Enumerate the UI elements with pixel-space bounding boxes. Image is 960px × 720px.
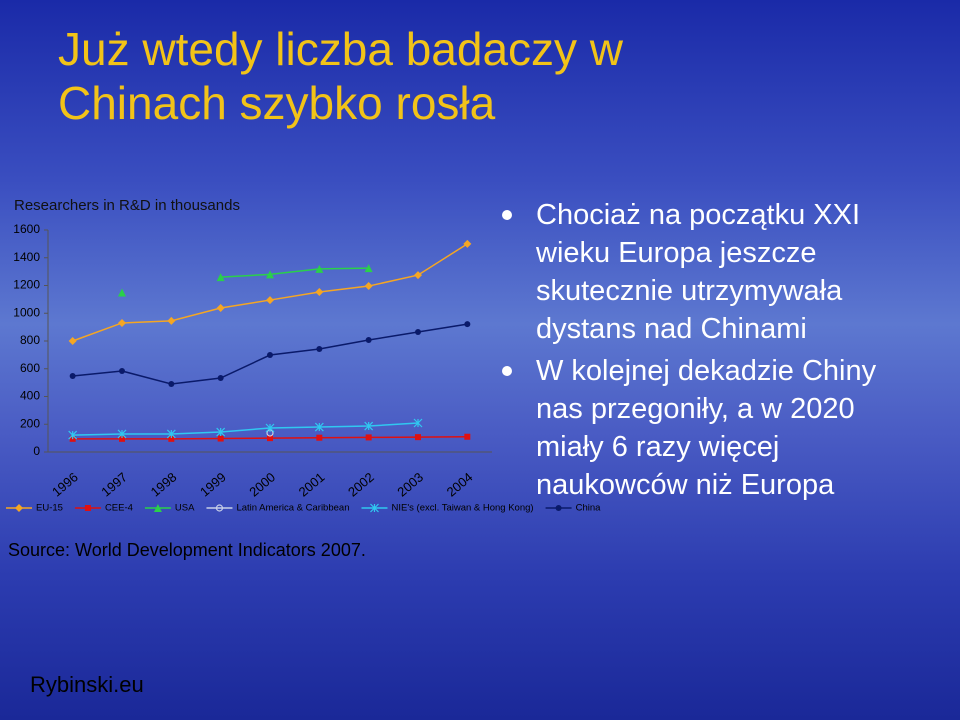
source-note: Source: World Development Indicators 200…: [8, 540, 366, 560]
legend-label: China: [576, 503, 602, 514]
marker: [15, 504, 23, 512]
marker: [413, 418, 423, 428]
footer: Rybinski.eu: [30, 672, 144, 697]
marker: [364, 421, 374, 431]
x-tick-label: 1996: [49, 469, 81, 499]
legend-label: USA: [175, 503, 195, 514]
x-tick-label: 2001: [296, 469, 328, 499]
marker: [266, 296, 274, 305]
y-tick-label: 1200: [13, 278, 40, 292]
marker: [119, 435, 125, 442]
marker: [314, 422, 324, 432]
x-tick-label: 2004: [444, 469, 476, 499]
marker: [415, 328, 421, 335]
marker: [316, 434, 323, 441]
y-tick-label: 1600: [13, 222, 40, 236]
marker: [216, 303, 225, 312]
marker: [167, 316, 176, 325]
marker: [365, 434, 372, 441]
y-tick-label: 800: [20, 333, 40, 347]
marker: [267, 435, 273, 442]
marker: [415, 434, 421, 441]
marker: [166, 429, 176, 439]
series-line: [220, 267, 369, 278]
x-tick-label: 1999: [197, 469, 229, 499]
legend-label: EU-15: [36, 503, 63, 514]
marker: [117, 429, 127, 439]
legend-label: NIE's (excl. Taiwan & Hong Kong): [391, 503, 533, 514]
marker: [215, 504, 224, 512]
marker: [118, 318, 126, 327]
marker: [84, 505, 91, 511]
marker: [464, 321, 471, 328]
y-tick-label: 1400: [13, 250, 40, 264]
y-tick-label: 0: [33, 444, 40, 458]
y-tick-label: 600: [20, 361, 40, 375]
marker: [365, 337, 372, 344]
marker: [68, 337, 77, 345]
marker: [265, 423, 275, 433]
marker: [119, 367, 125, 374]
marker: [153, 504, 162, 512]
marker: [267, 352, 273, 359]
marker: [168, 435, 175, 442]
bullet-list: Chociaż na początku XXI wieku Europa jes…: [500, 196, 910, 508]
bullet: Chociaż na początku XXI wieku Europa jes…: [500, 196, 910, 348]
x-tick-label: 2000: [246, 469, 278, 499]
marker: [217, 435, 224, 442]
marker: [168, 381, 175, 388]
marker: [463, 239, 472, 248]
marker: [414, 271, 422, 280]
marker: [266, 270, 274, 279]
marker: [217, 375, 224, 382]
slide-title: Już wtedy liczba badaczy w Chinach szybk…: [58, 23, 624, 129]
marker: [464, 433, 471, 440]
legend-label: Latin America & Caribbean: [236, 503, 349, 514]
marker: [315, 264, 324, 273]
marker: [315, 288, 324, 297]
marker: [364, 282, 373, 291]
chart-title: Researchers in R&D in thousands: [14, 197, 240, 214]
y-tick-label: 1000: [13, 305, 40, 319]
y-tick-label: 200: [20, 416, 40, 430]
series-line: [72, 243, 468, 342]
bullet: W kolejnej dekadzie Chiny nas przegoniły…: [500, 352, 910, 504]
marker: [555, 505, 562, 511]
y-tick-label: 400: [20, 389, 40, 403]
marker: [364, 264, 373, 273]
chart: Researchers in R&D in thousands 0 200 400 6…: [6, 197, 602, 514]
marker: [118, 288, 126, 297]
x-tick-label: 1997: [98, 469, 130, 499]
series-line: [72, 422, 419, 436]
marker: [316, 346, 323, 353]
legend-label: CEE-4: [105, 503, 133, 514]
x-tick-label: 2003: [394, 469, 426, 499]
marker: [370, 503, 379, 513]
marker: [69, 372, 76, 379]
marker: [68, 430, 78, 440]
marker: [216, 427, 226, 437]
x-tick-label: 2002: [345, 469, 377, 499]
marker: [216, 273, 225, 282]
x-tick-label: 1998: [148, 469, 180, 499]
